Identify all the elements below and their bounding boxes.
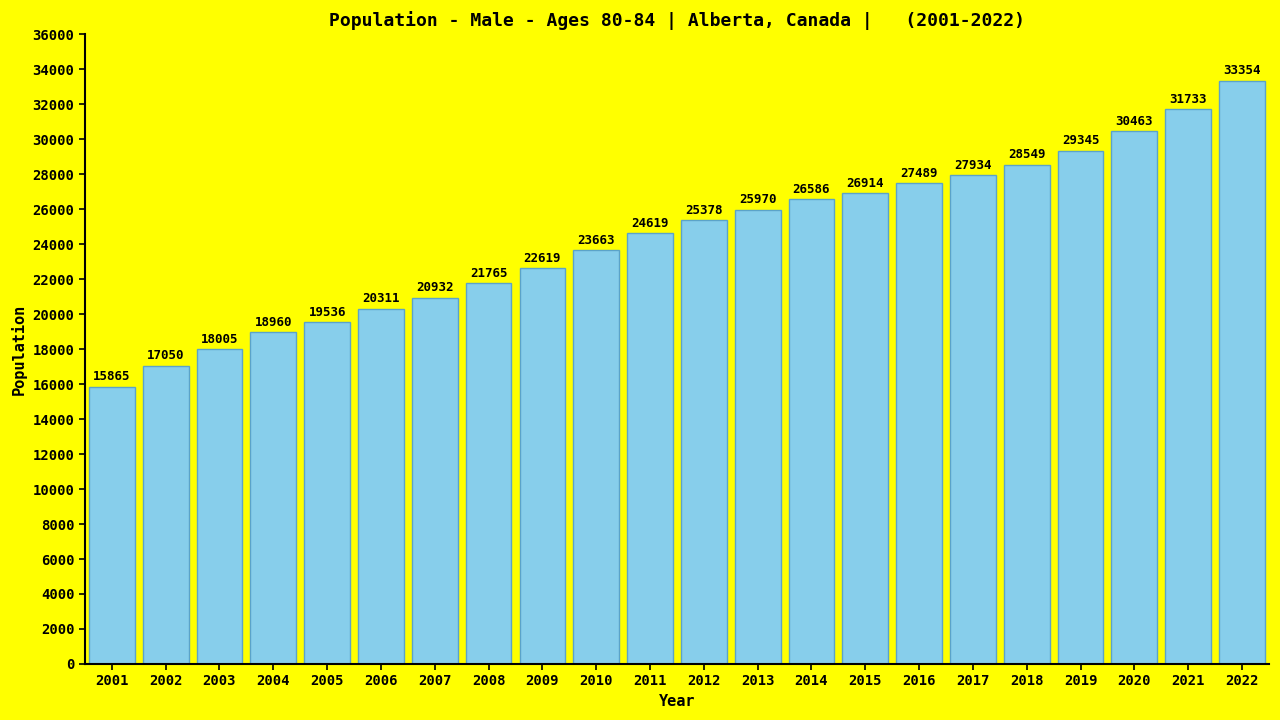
Text: 20311: 20311 <box>362 292 399 305</box>
Bar <box>251 333 296 664</box>
Text: 29345: 29345 <box>1062 135 1100 148</box>
Bar <box>1219 81 1265 664</box>
Bar <box>842 193 888 664</box>
Bar <box>358 309 403 664</box>
Bar <box>681 220 727 664</box>
Text: 27489: 27489 <box>900 167 938 180</box>
Bar <box>1057 150 1103 664</box>
Text: 15865: 15865 <box>93 370 131 383</box>
Y-axis label: Population: Population <box>12 304 27 395</box>
Text: 18005: 18005 <box>201 333 238 346</box>
Bar <box>305 323 349 664</box>
Text: 20932: 20932 <box>416 282 453 294</box>
Text: 23663: 23663 <box>577 234 614 247</box>
Bar <box>735 210 781 664</box>
Text: 31733: 31733 <box>1170 93 1207 106</box>
Bar <box>788 199 835 664</box>
X-axis label: Year: Year <box>659 694 695 709</box>
Bar <box>950 176 996 664</box>
Text: 22619: 22619 <box>524 252 561 265</box>
Text: 21765: 21765 <box>470 267 507 280</box>
Bar <box>520 269 566 664</box>
Text: 25970: 25970 <box>739 193 777 207</box>
Text: 26586: 26586 <box>792 183 831 196</box>
Text: 19536: 19536 <box>308 306 346 319</box>
Bar <box>197 349 242 664</box>
Text: 28549: 28549 <box>1007 148 1046 161</box>
Bar <box>412 298 458 664</box>
Bar <box>627 233 673 664</box>
Bar <box>143 366 188 664</box>
Bar <box>90 387 134 664</box>
Bar <box>896 184 942 664</box>
Text: 26914: 26914 <box>846 177 884 190</box>
Bar <box>573 250 620 664</box>
Text: 24619: 24619 <box>631 217 668 230</box>
Title: Population - Male - Ages 80-84 | Alberta, Canada |   (2001-2022): Population - Male - Ages 80-84 | Alberta… <box>329 11 1025 30</box>
Text: 33354: 33354 <box>1224 64 1261 77</box>
Bar <box>1165 109 1211 664</box>
Text: 30463: 30463 <box>1116 114 1153 127</box>
Bar <box>466 284 512 664</box>
Bar <box>1004 165 1050 664</box>
Text: 27934: 27934 <box>954 159 992 172</box>
Bar <box>1111 131 1157 664</box>
Text: 18960: 18960 <box>255 316 292 329</box>
Text: 17050: 17050 <box>147 349 184 362</box>
Text: 25378: 25378 <box>685 204 723 217</box>
